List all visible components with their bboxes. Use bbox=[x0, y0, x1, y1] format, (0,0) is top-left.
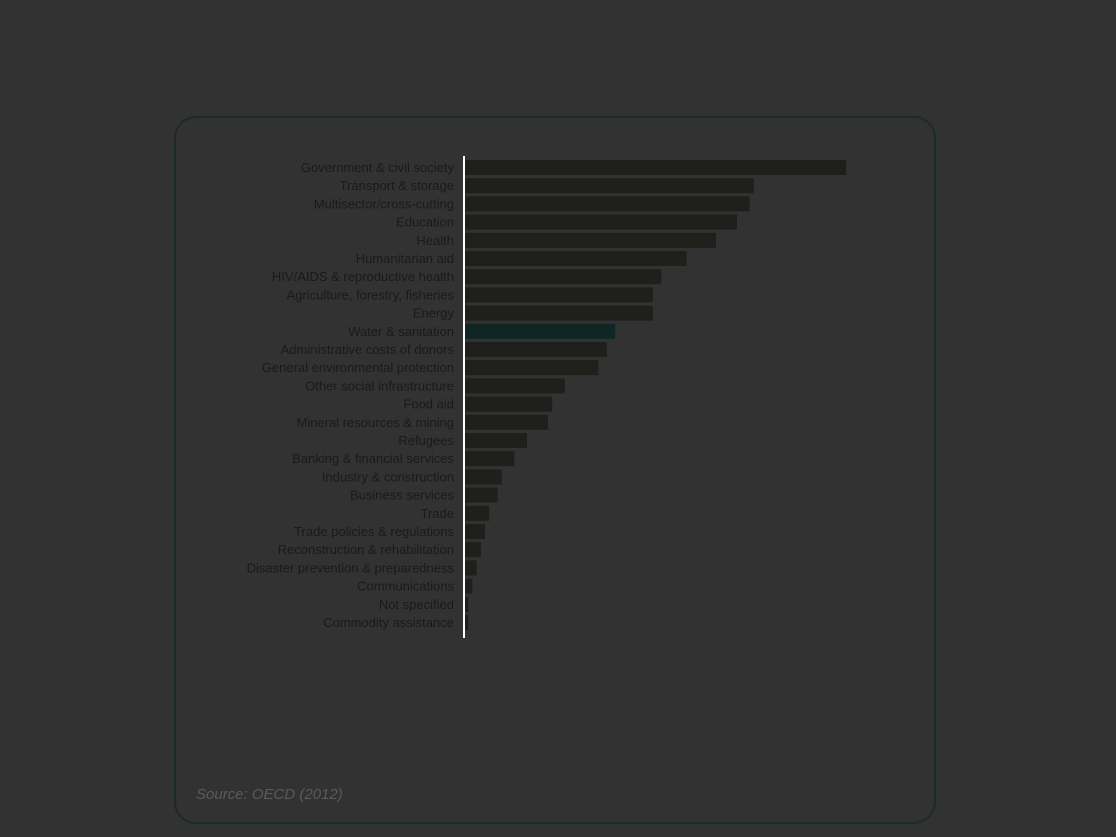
bar bbox=[464, 560, 477, 576]
bar bbox=[464, 305, 653, 321]
bar bbox=[464, 596, 469, 612]
category-label: Commodity assistance bbox=[323, 615, 454, 630]
bar bbox=[464, 378, 565, 394]
bar bbox=[464, 487, 498, 503]
bar bbox=[464, 524, 485, 539]
category-label: General environmental protection bbox=[262, 360, 454, 375]
category-label: Water & sanitation bbox=[348, 324, 454, 339]
bar bbox=[464, 160, 847, 175]
category-label: Refugees bbox=[398, 433, 454, 448]
category-label: Humanitarian aid bbox=[356, 251, 454, 266]
bar-chart: Government & civil society Transport & st… bbox=[247, 156, 847, 638]
bar bbox=[464, 342, 607, 357]
category-label: Agriculture, forestry, fisheries bbox=[287, 287, 455, 302]
bar bbox=[464, 323, 616, 339]
bar bbox=[464, 269, 662, 285]
chart-card: Government & civil society Transport & st… bbox=[174, 116, 936, 824]
category-label: Banking & financial services bbox=[292, 451, 454, 466]
category-label: Mineral resources & mining bbox=[296, 415, 454, 430]
category-label: Energy bbox=[413, 306, 455, 321]
category-label: Transport & storage bbox=[340, 178, 454, 193]
bar bbox=[464, 214, 737, 230]
bar bbox=[464, 505, 490, 521]
category-label: Trade bbox=[421, 506, 454, 521]
category-label: Government & civil society bbox=[301, 160, 455, 175]
category-label: Disaster prevention & preparedness bbox=[247, 560, 455, 575]
bar bbox=[464, 469, 502, 485]
category-label: Food aid bbox=[403, 397, 454, 412]
bar bbox=[464, 251, 687, 266]
bar bbox=[464, 196, 750, 212]
category-label: Other social infrastructure bbox=[305, 378, 454, 393]
bar bbox=[464, 178, 754, 194]
bar bbox=[464, 615, 469, 630]
category-label: Business services bbox=[350, 488, 455, 503]
bar bbox=[464, 360, 599, 376]
category-label: Reconstruction & rehabilitation bbox=[278, 542, 454, 557]
bar bbox=[464, 232, 716, 248]
chart-source: Source: OECD (2012) bbox=[196, 786, 343, 803]
bar bbox=[464, 451, 515, 467]
category-label: Industry & construction bbox=[322, 469, 454, 484]
category-label: Education bbox=[396, 215, 454, 230]
bar bbox=[464, 414, 548, 430]
bar bbox=[464, 396, 553, 412]
bar bbox=[464, 578, 473, 594]
category-label: Administrative costs of donors bbox=[281, 342, 455, 357]
bar bbox=[464, 542, 481, 558]
bar bbox=[464, 433, 527, 448]
bar bbox=[464, 287, 653, 303]
category-label: Trade policies & regulations bbox=[294, 524, 454, 539]
category-label: HIV/AIDS & reproductive health bbox=[272, 269, 454, 284]
category-label: Not specified bbox=[379, 597, 454, 612]
category-label: Multisector/cross-cutting bbox=[314, 196, 454, 211]
category-label: Health bbox=[416, 233, 454, 248]
category-label: Communications bbox=[357, 579, 454, 594]
